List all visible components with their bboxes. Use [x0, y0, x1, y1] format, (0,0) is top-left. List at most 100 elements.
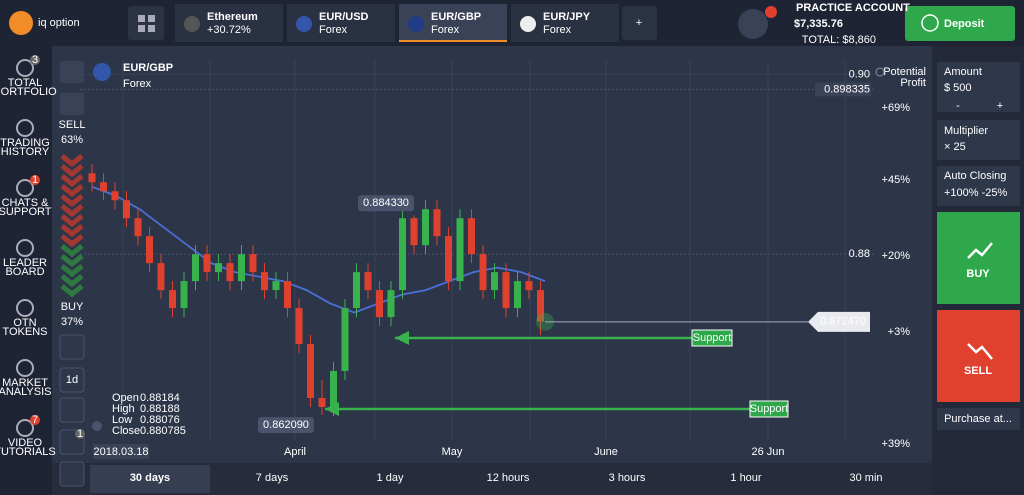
sidebar-label[interactable]: HISTORY — [1, 146, 50, 158]
sentiment-chevron — [60, 164, 84, 178]
candle-body — [238, 254, 245, 282]
sidebar-icon[interactable] — [16, 359, 34, 377]
tool-button[interactable] — [59, 397, 85, 423]
sidebar-label[interactable]: SUPPORT — [0, 206, 52, 218]
candle-body — [261, 272, 268, 291]
buy-button-label[interactable]: BUY — [966, 268, 990, 280]
low-marker — [258, 417, 314, 434]
candle-body — [468, 218, 475, 255]
tab-icon — [184, 16, 200, 32]
input-box[interactable] — [937, 62, 1020, 112]
tool-button[interactable] — [59, 334, 85, 360]
candle-body — [330, 371, 337, 407]
candle-body — [284, 281, 291, 309]
period[interactable]: 1 hour — [730, 472, 762, 484]
period[interactable]: 30 min — [849, 472, 882, 484]
sidebar-label[interactable]: BOARD — [5, 266, 44, 278]
period[interactable]: 3 hours — [609, 472, 646, 484]
sidebar-label[interactable]: OTN — [13, 317, 36, 329]
candle-body — [491, 272, 498, 291]
purchase-box[interactable] — [937, 408, 1020, 430]
candle-body — [249, 254, 257, 273]
sentiment-chevron — [60, 154, 84, 168]
sidebar-label[interactable]: CHATS & — [2, 197, 50, 209]
badge — [30, 55, 40, 65]
minus[interactable]: - — [956, 100, 960, 112]
buy-button[interactable] — [937, 212, 1020, 304]
input-box[interactable] — [937, 120, 1020, 160]
candle-body — [146, 236, 153, 264]
sidebar-icon[interactable] — [16, 419, 34, 437]
logo: iq option — [38, 17, 80, 29]
sidebar-icon[interactable] — [16, 299, 34, 317]
sidebar-label[interactable]: TOKENS — [2, 326, 47, 338]
sentiment-chevron — [60, 244, 84, 258]
ohlc-value: 0.88184 — [140, 392, 180, 404]
tool-button[interactable] — [59, 461, 85, 487]
sidebar-label[interactable]: PORTFOLIO — [0, 86, 57, 98]
sidebar-label[interactable]: MARKET — [2, 377, 48, 389]
ohlc-label: Low — [112, 414, 132, 426]
period[interactable]: 30 days — [130, 472, 170, 484]
sidebar-icon[interactable] — [16, 59, 34, 77]
sentiment-chevron — [60, 204, 84, 218]
candle-body — [307, 344, 314, 398]
price-box — [815, 82, 871, 97]
high-marker-label: 0.884330 — [363, 197, 409, 209]
purchase-label[interactable]: Purchase at... — [944, 413, 1012, 425]
sidebar-label[interactable]: TUTORIALS — [0, 446, 56, 458]
candle-body — [479, 254, 487, 291]
price-tick-label: 0.90 — [849, 68, 870, 80]
deposit-label[interactable]: Deposit — [944, 18, 985, 30]
support-label: Support — [750, 403, 789, 415]
low-marker-label: 0.862090 — [263, 419, 309, 431]
collapse-button[interactable] — [60, 93, 84, 115]
support-box — [749, 400, 789, 418]
sentiment-chevron — [60, 274, 84, 288]
input-box[interactable] — [937, 166, 1020, 206]
svg-text:+: + — [636, 17, 642, 29]
timeframe[interactable]: 1d — [66, 374, 78, 386]
sidebar-label[interactable]: ANALYSIS — [0, 386, 52, 398]
help-icon — [92, 421, 102, 431]
start-date: 2018.03.18 — [93, 446, 148, 458]
asset-market: Forex — [123, 78, 152, 90]
support-box — [691, 329, 733, 347]
sidebar-label[interactable]: TRADING — [0, 137, 50, 149]
sell-button[interactable] — [937, 310, 1020, 402]
plus[interactable]: + — [997, 100, 1003, 112]
candle-body — [525, 281, 533, 291]
candle-body — [295, 308, 303, 345]
badge-count: 1 — [77, 428, 83, 440]
sidebar-label[interactable]: LEADER — [3, 257, 47, 269]
buy-icon — [967, 242, 993, 259]
sentiment-chevron — [60, 284, 84, 298]
buy-label: BUY — [61, 301, 84, 313]
asset-name[interactable]: EUR/GBP — [123, 62, 173, 74]
period[interactable]: 1 day — [377, 472, 404, 484]
multiplier-label: Multiplier — [944, 125, 988, 137]
price-tick-label: 0.898335 — [824, 83, 870, 95]
sentiment-chevron — [60, 174, 84, 188]
potential-profit: Profit — [900, 77, 926, 89]
ohlc-label: Close — [112, 425, 140, 437]
candle-body — [364, 272, 372, 291]
tab-name: EUR/GBP — [431, 11, 481, 23]
candle-body — [180, 281, 188, 309]
sidebar-icon[interactable] — [16, 119, 34, 137]
sell-label: SELL — [59, 119, 86, 131]
auto-value: +100% -25% — [944, 187, 1008, 199]
period[interactable]: 7 days — [256, 472, 289, 484]
amount-label: Amount — [944, 66, 982, 78]
sidebar-icon[interactable] — [16, 239, 34, 257]
sidebar-icon[interactable] — [16, 179, 34, 197]
close-button[interactable] — [60, 61, 84, 83]
tool-button[interactable] — [59, 367, 85, 393]
sell-button-label[interactable]: SELL — [964, 365, 992, 377]
sidebar-label[interactable]: TOTAL — [8, 77, 42, 89]
profit-label: +20% — [882, 250, 911, 262]
sidebar-label[interactable]: VIDEO — [8, 437, 43, 449]
candle-body — [514, 281, 521, 309]
period[interactable]: 12 hours — [487, 472, 530, 484]
candle-body — [410, 218, 418, 246]
